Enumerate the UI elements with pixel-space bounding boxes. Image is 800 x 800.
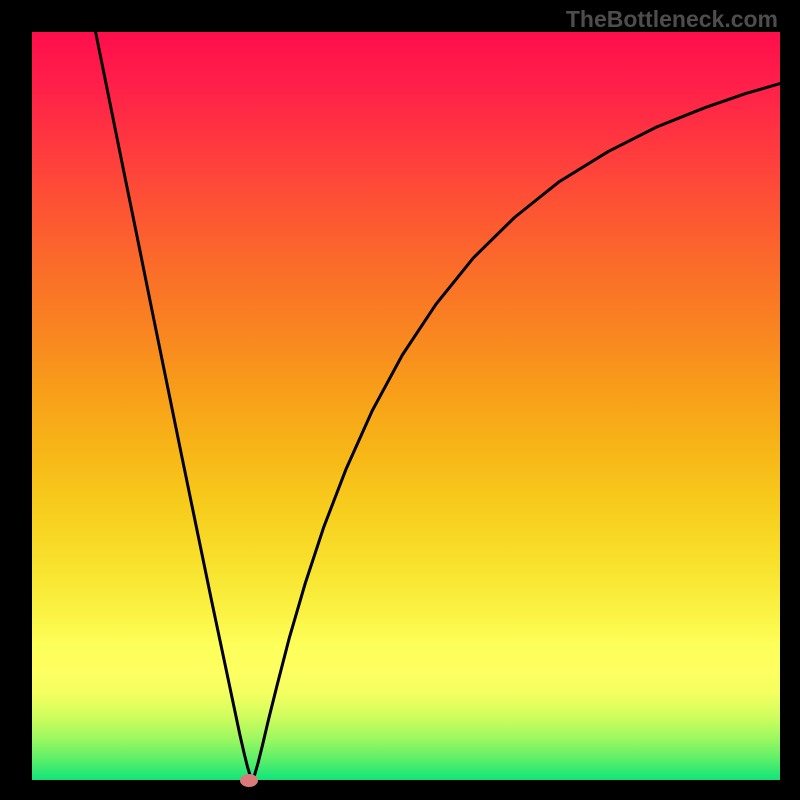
watermark-text: TheBottleneck.com [566,6,778,33]
chart-container: TheBottleneck.com [0,0,800,800]
plot-area [32,32,780,780]
minimum-marker [240,774,258,787]
bottleneck-curve [96,32,780,779]
curve-svg [32,32,780,780]
